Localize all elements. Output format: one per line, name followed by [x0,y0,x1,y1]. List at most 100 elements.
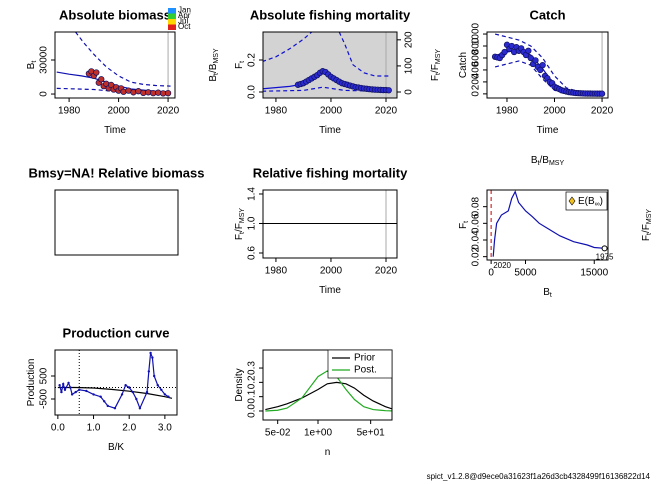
series-line [263,32,389,77]
data-point [62,382,65,386]
y-axis-label: Bt [26,61,38,70]
plot-frame [262,349,393,421]
data-point [60,390,63,394]
subscript: t [463,221,470,223]
x-tick-label: 2000 [543,106,566,117]
label-part: Catch [458,52,469,78]
subscript: MSY [239,208,246,224]
label-part: B [26,62,37,69]
data-point [120,393,124,396]
point-label: 2020 [493,261,511,270]
x-tick-label: 2020 [375,266,398,277]
y-axis-label: Catch [458,52,469,78]
label-part: F [234,234,245,240]
data-point [147,370,151,373]
data-point [385,87,392,94]
legend-swatch [168,24,176,30]
y-tick-label: 1.0 [247,216,258,230]
label-part: /F [641,224,652,233]
data-point [131,390,134,394]
data-point [85,389,88,393]
subscript: t [435,73,442,75]
legend-swatch [168,19,176,25]
subscript: MSY [646,209,653,225]
x-tick-label: 2020 [375,106,398,117]
subscript: t [538,160,540,167]
subscript: t [646,233,653,235]
x-axis-label: Time [104,125,126,136]
x-tick-label: 5000 [514,268,537,279]
x-tick-label: 1e+00 [304,428,333,439]
label-part: /B [208,63,219,73]
x-axis-label: n [325,447,331,458]
plot-frame [54,349,178,416]
data-point [160,388,163,392]
legend-label: Prior [354,353,376,364]
plot-area [263,32,397,98]
x-tick-label: 2000 [107,106,130,117]
y-tick-label: 0.1 [247,389,258,403]
x-tick-label: 0.0 [51,423,65,434]
y-tick-label: 400 [471,61,482,78]
plot-area [263,190,397,258]
y-tick-label: 0.04 [471,230,482,250]
x-tick-label: 1980 [265,106,288,117]
series-line [494,49,605,95]
label-part: F [234,63,245,69]
x2-axis-label: Bt/BMSY [531,155,565,167]
data-point [98,76,105,83]
legend-box [565,191,608,211]
data-point [106,404,109,408]
y-tick-label: 800 [471,37,482,54]
data-point [113,407,117,410]
plot-frame [54,31,176,99]
y2-axis-label: Ft/FMSY [430,49,442,81]
plot-frame [262,31,398,99]
y-axis-label: Ft/FMSY [234,208,246,240]
label-part: B/K [108,442,124,453]
x-axis-label: Time [319,285,341,296]
x-tick-label: 1980 [496,106,519,117]
panel-title: Absolute fishing mortality [250,7,411,22]
y-tick-label: 0 [39,91,50,97]
data-point [92,393,95,396]
legend-swatch [168,8,176,14]
y-axis-label: Ft [458,221,470,229]
subscript: t [239,232,246,234]
legend-label: Jul [178,17,188,26]
y-tick-label: 0.0 [247,404,258,418]
label-part: Time [104,125,126,136]
y2-tick-label: 0 [404,89,415,95]
data-point [99,395,102,398]
x-axis-label: Time [319,125,341,136]
x-tick-label: 15000 [580,268,608,279]
x-tick-label: 2.0 [122,423,136,434]
x-tick-label: 3.0 [158,423,172,434]
start-marker [601,245,608,252]
series-line [59,352,169,410]
x-tick-label: 0 [488,268,494,279]
plot-frame [262,189,398,259]
y-tick-label: 1.4 [247,187,258,201]
label-part: F [430,75,441,81]
data-point [149,351,152,355]
panel-title: Absolute biomass [59,7,171,22]
y-tick-label: 0.02 [471,246,482,266]
legend-swatch [168,13,176,19]
data-point [78,388,81,392]
x-axis-label: B/K [108,442,124,453]
data-point [164,89,172,97]
data-point [598,90,606,97]
label-part: Time [319,125,341,136]
y-tick-label: 200 [471,73,482,90]
data-point [532,57,539,64]
y-axis-label: Ft [234,61,246,69]
y-tick-label: 0.2 [247,375,258,389]
series-line [265,381,392,411]
data-point [124,384,127,387]
legend-marker [568,196,576,206]
panel-title: Relative fishing mortality [253,165,408,180]
plot-frame [486,189,609,261]
data-point [93,69,100,76]
data-point [138,407,142,410]
